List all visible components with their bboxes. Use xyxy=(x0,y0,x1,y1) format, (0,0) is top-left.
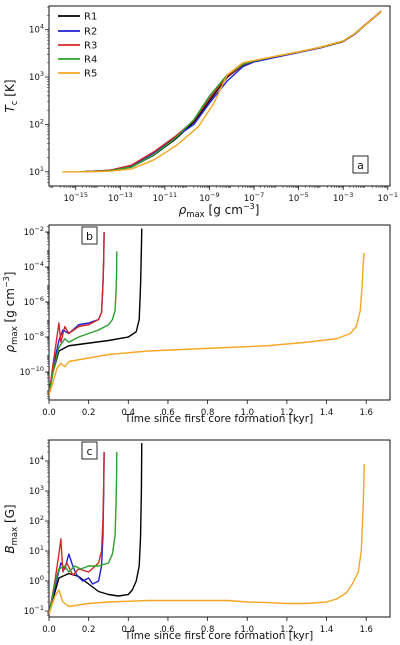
panel-c-xtick-label: 0.8 xyxy=(201,625,215,635)
panel-b-label: b xyxy=(86,230,93,243)
panel-b-ytick-label: 10−2 xyxy=(24,225,44,238)
panel-b-frame xyxy=(48,224,391,401)
panel-a-ytick-label: 102 xyxy=(29,117,44,130)
panel-c-xtick-label: 0.4 xyxy=(122,625,136,635)
panel-c-xtick-label: 0.2 xyxy=(82,625,96,635)
panel-b-ylabel: ρmax [g cm−3] xyxy=(2,272,20,353)
legend-label-r5: R5 xyxy=(84,69,97,80)
panel-b-series-r2 xyxy=(48,231,105,395)
legend-label-r2: R2 xyxy=(84,27,97,38)
panel-a-xtick-label: 10−9 xyxy=(199,191,219,204)
panel-c-series-r3 xyxy=(48,451,105,615)
panel-a-series-r5 xyxy=(62,11,382,173)
panel-a-xtick-label: 10−7 xyxy=(244,191,264,204)
panel-b-xtick-label: 0.0 xyxy=(42,408,56,418)
panel-b-series-r4 xyxy=(48,251,118,395)
panel-a-xtick-label: 10−11 xyxy=(153,191,178,204)
panel-b-series-r5 xyxy=(48,252,365,395)
panel-b-series-r3 xyxy=(48,231,105,395)
panel-a-xtick-label: 10−5 xyxy=(288,191,308,204)
panel-c-ytick-label: 100 xyxy=(29,574,44,587)
legend-label-r4: R4 xyxy=(84,55,97,66)
panel-a-label-box xyxy=(352,155,369,174)
panel-a-frame xyxy=(48,5,391,187)
panel-b-xtick-label: 1.6 xyxy=(359,408,373,418)
panel-b-ytick-label: 10−4 xyxy=(24,260,44,273)
panel-b-xtick-label: 0.6 xyxy=(161,408,175,418)
panel-b-xtick-label: 0.8 xyxy=(201,408,215,418)
panel-b-series-r1 xyxy=(48,228,143,395)
panel-c-ytick-label: 104 xyxy=(29,454,44,467)
panel-a-label: a xyxy=(357,159,364,172)
panel-a-ytick-label: 104 xyxy=(29,23,44,36)
panel-c-xtick-label: 0.6 xyxy=(161,625,175,635)
panel-b-ytick-label: 10−8 xyxy=(24,330,44,343)
panel-c-xlabel: Time since first core formation [kyr] xyxy=(124,630,313,642)
panel-c-ylabel: Bmax [G] xyxy=(3,504,20,553)
panel-a-xlabel: ρmax [g cm−3] xyxy=(179,202,260,220)
panel-a-series-r4 xyxy=(80,11,382,173)
panel-a: 10−15 10−13 10−11 10−9 10−7 10−5 10−3 10−1 101 1… xyxy=(3,5,398,220)
panel-c-ytick-label: 103 xyxy=(29,484,44,497)
panel-c-xtick-label: 1.0 xyxy=(240,625,254,635)
panel-b-xtick-label: 0.4 xyxy=(122,408,136,418)
panel-b-xtick-label: 1.0 xyxy=(240,408,254,418)
panel-c-label-box xyxy=(81,441,98,460)
legend-label-r1: R1 xyxy=(84,12,97,23)
panel-c-xtick-label: 0.0 xyxy=(42,625,56,635)
panel-c-xtick-label: 1.2 xyxy=(280,625,294,635)
panel-c-xtick-label: 1.4 xyxy=(320,625,334,635)
panel-c-ytick-label: 101 xyxy=(29,544,44,557)
panel-c: 0.0 0.2 0.4 0.6 0.8 1.0 1.2 1.4 1.6 10−1 100 101 10… xyxy=(3,439,391,642)
panel-a-xtick-label: 10−13 xyxy=(108,191,133,204)
panel-a-ytick-label: 103 xyxy=(29,70,44,83)
panel-c-series-r5 xyxy=(48,463,365,615)
panel-c-label: c xyxy=(86,445,92,458)
panel-b-xlabel: Time since first core formation [kyr] xyxy=(124,413,313,425)
panel-b-label-box xyxy=(81,226,98,245)
panel-a-xtick-label: 10−3 xyxy=(333,191,353,204)
panel-c-frame xyxy=(48,439,391,618)
legend-label-r3: R3 xyxy=(84,41,97,52)
panel-b-ytick-label: 10−6 xyxy=(24,295,44,308)
legend: R1 R2 R3 R4 R5 xyxy=(58,12,97,80)
panel-a-ytick-label: 101 xyxy=(29,165,44,178)
panel-a-ylabel: Tc [K] xyxy=(3,79,20,112)
panel-a-series-r3 xyxy=(80,10,382,173)
panel-c-ytick-label: 10−1 xyxy=(24,604,44,617)
panel-a-xtick-label: 10−15 xyxy=(63,191,88,204)
panel-a-xtick-label: 10−1 xyxy=(378,191,398,204)
panel-b-xtick-label: 1.2 xyxy=(280,408,294,418)
panel-c-xtick-label: 1.6 xyxy=(359,625,373,635)
panel-b: 0.0 0.2 0.4 0.6 0.8 1.0 1.2 1.4 1.6 10−10 10−8 10−… xyxy=(2,224,391,425)
panel-c-series-r1 xyxy=(48,442,143,615)
panel-a-series-r1 xyxy=(80,11,382,173)
panel-b-ytick-label: 10−10 xyxy=(19,365,44,378)
panel-b-xtick-label: 0.2 xyxy=(82,408,96,418)
panel-b-xtick-label: 1.4 xyxy=(320,408,334,418)
panel-a-series-r2 xyxy=(80,11,382,173)
panel-c-ytick-label: 102 xyxy=(29,514,44,527)
panel-c-series-r4 xyxy=(48,451,118,615)
